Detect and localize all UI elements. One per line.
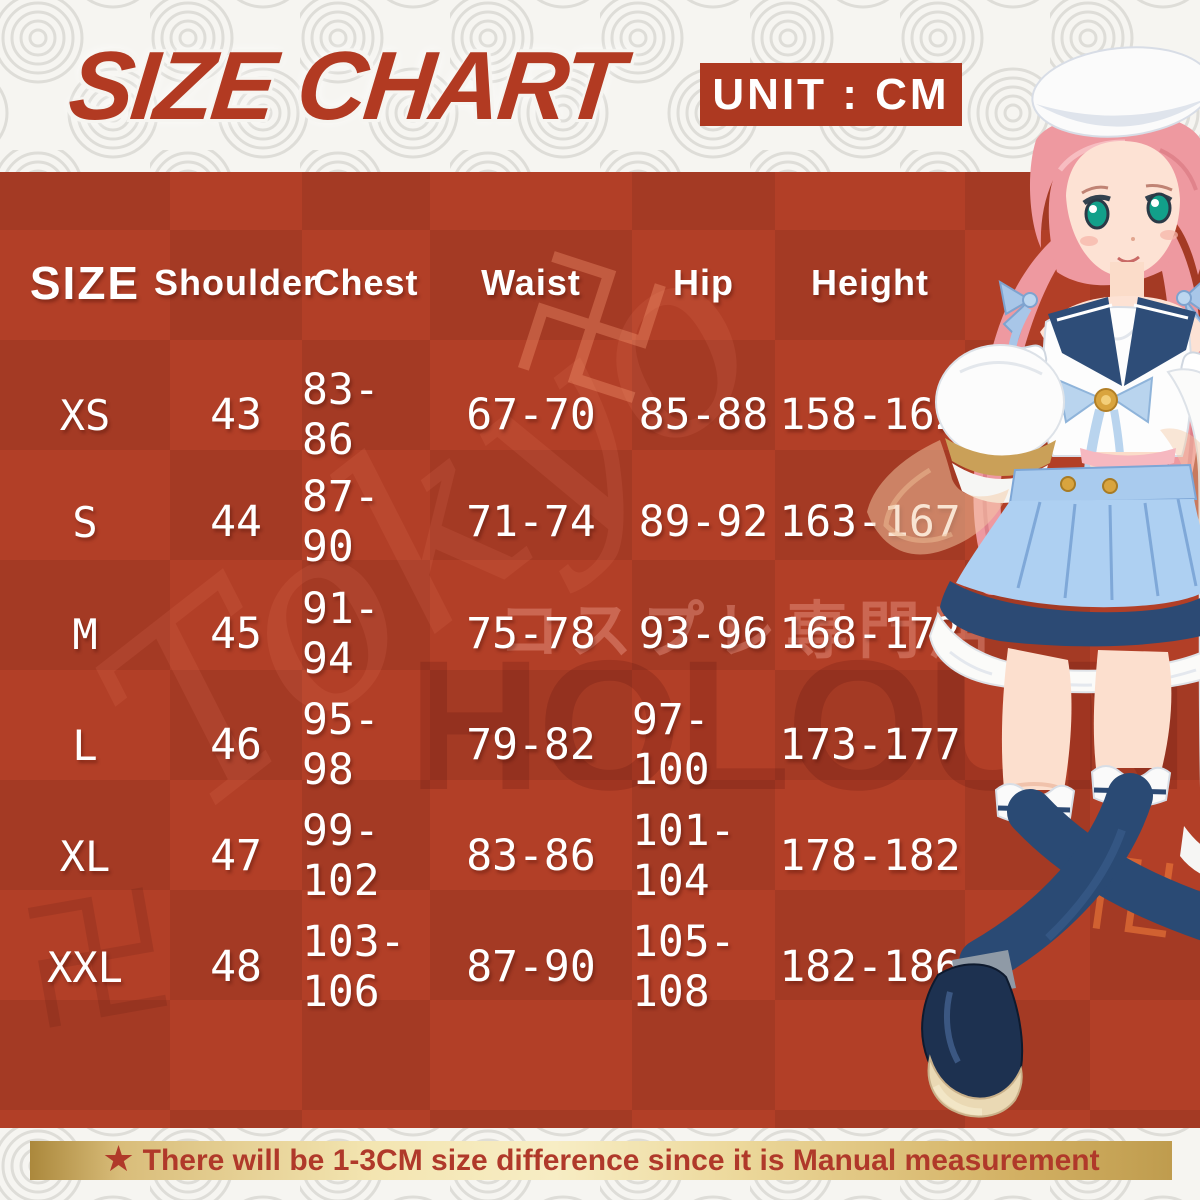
- cell-chest: 103-106: [302, 917, 406, 1017]
- footer-band: ★ There will be 1-3CM size difference si…: [0, 1128, 1200, 1200]
- table-row: XL 47 99-102 83-86 101-104 178-182: [0, 806, 965, 906]
- cell-chest: 87-90: [302, 472, 380, 572]
- cell-hip: 97-100: [632, 695, 710, 795]
- cell-height: 173-177: [779, 720, 961, 770]
- column-header-waist: Waist: [481, 262, 581, 303]
- cell-chest: 95-98: [302, 695, 380, 795]
- cell-height: 158-162: [779, 390, 961, 440]
- column-header-chest: Chest: [313, 262, 419, 303]
- table-row: L 46 95-98 79-82 97-100 173-177: [0, 695, 965, 795]
- cell-height: 182-186: [779, 942, 961, 992]
- cell-size: XS: [59, 390, 111, 440]
- cell-waist: 75-78: [466, 609, 596, 659]
- cell-hip: 93-96: [638, 609, 769, 659]
- cell-waist: 83-86: [466, 831, 596, 881]
- cell-shoulder: 45: [210, 609, 262, 659]
- cell-waist: 79-82: [466, 720, 596, 770]
- measurement-note: There will be 1-3CM size difference sinc…: [142, 1143, 1100, 1177]
- column-header-height: Height: [811, 262, 929, 303]
- table-header-row: SIZE Shoulder Chest Waist Hip Height: [0, 248, 965, 318]
- cell-size: M: [72, 609, 98, 659]
- cell-waist: 67-70: [466, 390, 596, 440]
- cell-chest: 99-102: [302, 806, 380, 906]
- cell-height: 178-182: [779, 831, 961, 881]
- column-header-shoulder: Shoulder: [154, 262, 319, 303]
- cell-shoulder: 47: [210, 831, 262, 881]
- cell-waist: 71-74: [466, 497, 596, 547]
- cell-chest: 91-94: [302, 584, 380, 684]
- wave-pattern-top: [0, 0, 1200, 172]
- cell-hip: 85-88: [638, 390, 769, 440]
- table-row: XXL 48 103-106 87-90 105-108 182-186: [0, 917, 965, 1017]
- cell-size: XL: [59, 831, 111, 881]
- header-band: SIZE CHART UNIT : CM: [0, 0, 1200, 172]
- cell-shoulder: 46: [210, 720, 262, 770]
- cell-size: S: [72, 497, 98, 547]
- star-icon: ★: [102, 1137, 135, 1179]
- table-row: XS 43 83-86 67-70 85-88 158-162: [0, 365, 965, 465]
- measurement-note-banner: ★ There will be 1-3CM size difference si…: [30, 1137, 1172, 1180]
- cell-hip: 89-92: [638, 497, 769, 547]
- page-title: SIZE CHART: [64, 31, 627, 140]
- cell-waist: 87-90: [466, 942, 596, 992]
- cell-chest: 83-86: [302, 365, 380, 465]
- cell-shoulder: 48: [210, 942, 262, 992]
- table-row: S 44 87-90 71-74 89-92 163-167: [0, 472, 965, 572]
- table-row: M 45 91-94 75-78 93-96 168-172: [0, 584, 965, 684]
- cell-shoulder: 44: [210, 497, 262, 547]
- unit-label-badge: UNIT : CM: [700, 63, 962, 126]
- cell-size: L: [72, 720, 98, 770]
- column-header-size: SIZE: [29, 257, 141, 309]
- cell-hip: 101-104: [632, 806, 736, 906]
- cosplay-character-illustration: [867, 46, 1200, 1118]
- column-header-hip: Hip: [673, 262, 734, 303]
- cell-hip: 105-108: [632, 917, 736, 1017]
- cell-shoulder: 43: [210, 390, 262, 440]
- cell-size: XXL: [47, 942, 123, 992]
